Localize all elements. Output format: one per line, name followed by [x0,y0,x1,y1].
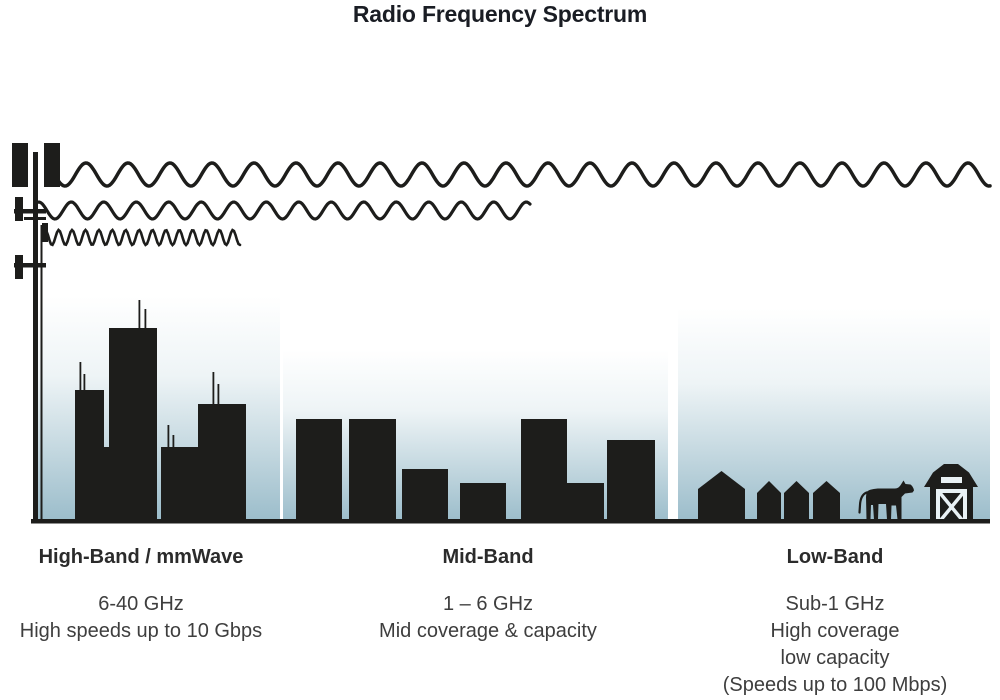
band-description: High speeds up to 10 Gbps [19,620,263,642]
spectrum-illustration [12,143,992,524]
ground-line [31,519,990,524]
house-icon [698,471,745,521]
band-description: Mid coverage & capacity [379,620,597,642]
mid-band-label: Mid-Band 1 – 6 GHz Mid coverage & capaci… [358,545,618,645]
mid-band-wave-icon [36,200,532,221]
band-name: Low-Band [786,546,884,568]
low-band-wave-icon [55,161,992,188]
house-icon [813,481,840,521]
band-frequency: 1 – 6 GHz [442,593,534,615]
band-name: Mid-Band [442,546,534,568]
radio-waves [36,161,992,248]
cow-icon [858,480,914,520]
band-description: low capacity [780,647,890,669]
cell-tower-icon [12,143,60,523]
band-frequency: Sub-1 GHz [785,593,885,615]
high-band-wave-icon [43,227,242,248]
band-frequency: 6-40 GHz [98,593,184,615]
house-icon [784,481,809,521]
band-description: High coverage [770,620,900,642]
house-icon [757,481,781,521]
high-band-label: High-Band / mmWave 6-40 GHz High speeds … [11,545,271,645]
band-name: High-Band / mmWave [38,546,244,568]
barn-icon [924,464,978,523]
mid-band-skyline [296,419,655,523]
page-title: Radio Frequency Spectrum [352,1,648,27]
high-band-skyline [75,300,246,523]
low-band-label: Low-Band Sub-1 GHz High coverage low cap… [705,545,965,699]
low-band-rural-scene [698,464,978,523]
band-description: (Speeds up to 100 Mbps) [722,674,948,696]
